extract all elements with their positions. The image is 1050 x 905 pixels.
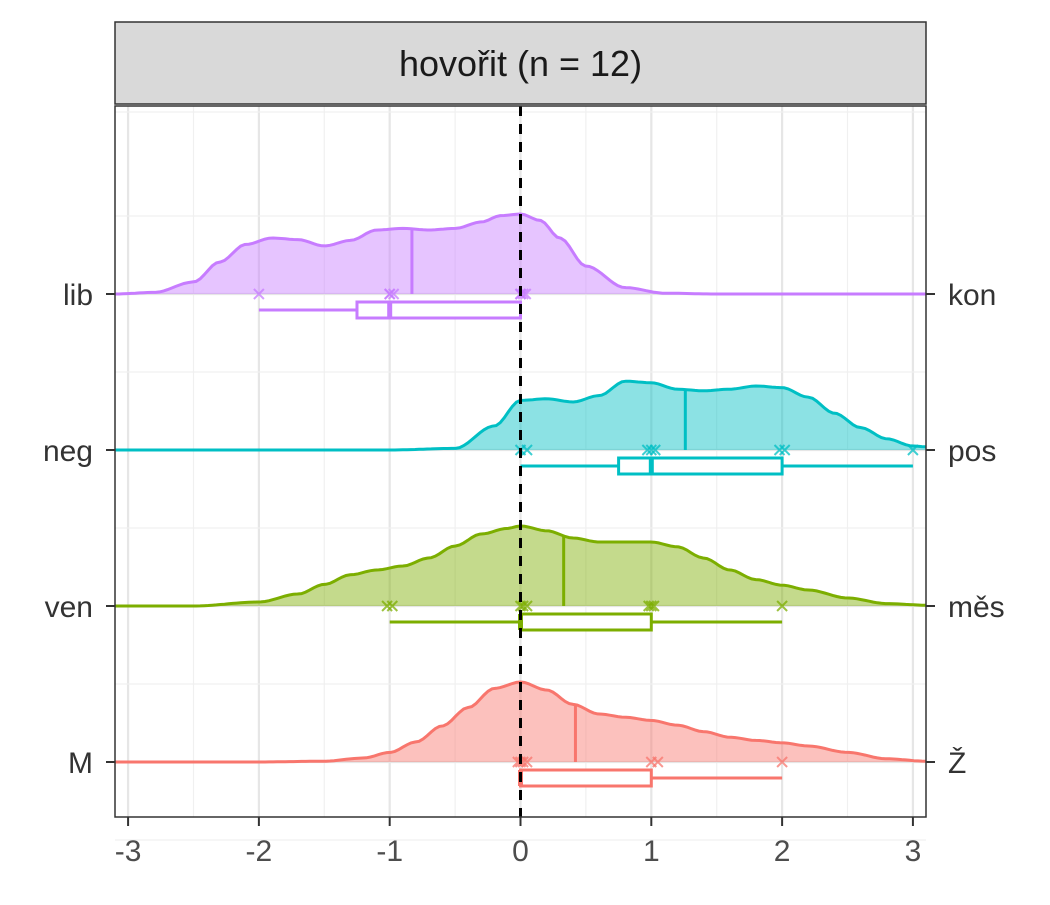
data-point	[649, 444, 661, 456]
point-stroke	[381, 600, 393, 612]
data-point	[776, 756, 788, 768]
x-tick-label: -1	[376, 835, 403, 868]
point-stroke	[387, 288, 400, 300]
point-stroke	[517, 600, 529, 612]
data-point	[383, 288, 396, 300]
data-point	[779, 444, 791, 456]
point-stroke	[521, 444, 533, 456]
point-stroke	[645, 600, 658, 612]
point-stroke	[253, 288, 265, 300]
x-tick-label: 3	[905, 835, 922, 868]
box-iqr	[519, 612, 653, 632]
data-point	[381, 600, 393, 612]
data-point	[521, 600, 533, 612]
x-tick-label: -2	[246, 835, 273, 868]
point-stroke	[386, 600, 399, 612]
point-stroke	[907, 444, 919, 456]
point-stroke	[517, 756, 529, 768]
data-point	[521, 444, 533, 456]
point-stroke	[776, 756, 788, 768]
point-stroke	[642, 600, 655, 612]
point-stroke	[779, 444, 791, 456]
data-point	[776, 600, 788, 612]
y-label-right: Ž	[948, 747, 966, 780]
facet-strip-background	[114, 21, 927, 105]
x-tick-label: -3	[115, 835, 142, 868]
data-point	[253, 288, 265, 300]
data-point	[642, 600, 655, 612]
point-stroke	[521, 756, 533, 768]
facet-strip: hovořit (n = 12)	[114, 21, 927, 105]
box-iqr	[617, 456, 784, 476]
data-point	[645, 444, 658, 456]
point-stroke	[652, 756, 664, 768]
point-stroke	[649, 444, 661, 456]
y-label-left: ven	[45, 591, 93, 624]
y-label-right: pos	[948, 435, 996, 468]
y-label-right: kon	[948, 279, 996, 312]
data-point	[645, 600, 658, 612]
point-stroke	[645, 444, 658, 456]
point-stroke	[776, 600, 788, 612]
point-stroke	[520, 288, 532, 300]
data-point	[648, 600, 660, 612]
point-stroke	[517, 288, 529, 300]
data-point	[520, 288, 532, 300]
y-label-left: neg	[43, 435, 93, 468]
point-stroke	[773, 444, 786, 456]
point-stroke	[521, 600, 533, 612]
data-point	[521, 756, 533, 768]
data-point	[907, 444, 919, 456]
point-stroke	[648, 600, 660, 612]
y-label-right: měs	[948, 591, 1005, 624]
y-label-left: lib	[63, 279, 93, 312]
box-iqr	[355, 300, 523, 320]
x-tick-label: 0	[512, 835, 529, 868]
data-point	[652, 756, 664, 768]
data-point	[387, 288, 400, 300]
data-point	[386, 600, 399, 612]
point-stroke	[383, 288, 396, 300]
y-label-left: M	[68, 747, 93, 780]
x-tick-label: 1	[643, 835, 660, 868]
data-point	[773, 444, 786, 456]
data-point	[517, 600, 529, 612]
facet-title: hovořit (n = 12)	[399, 43, 642, 84]
axes: -3 -2 -1 0 1 2 3 lib kon neg pos ven měs M Ž	[43, 279, 1005, 868]
box-iqr	[519, 768, 653, 788]
x-tick-label: 2	[774, 835, 791, 868]
